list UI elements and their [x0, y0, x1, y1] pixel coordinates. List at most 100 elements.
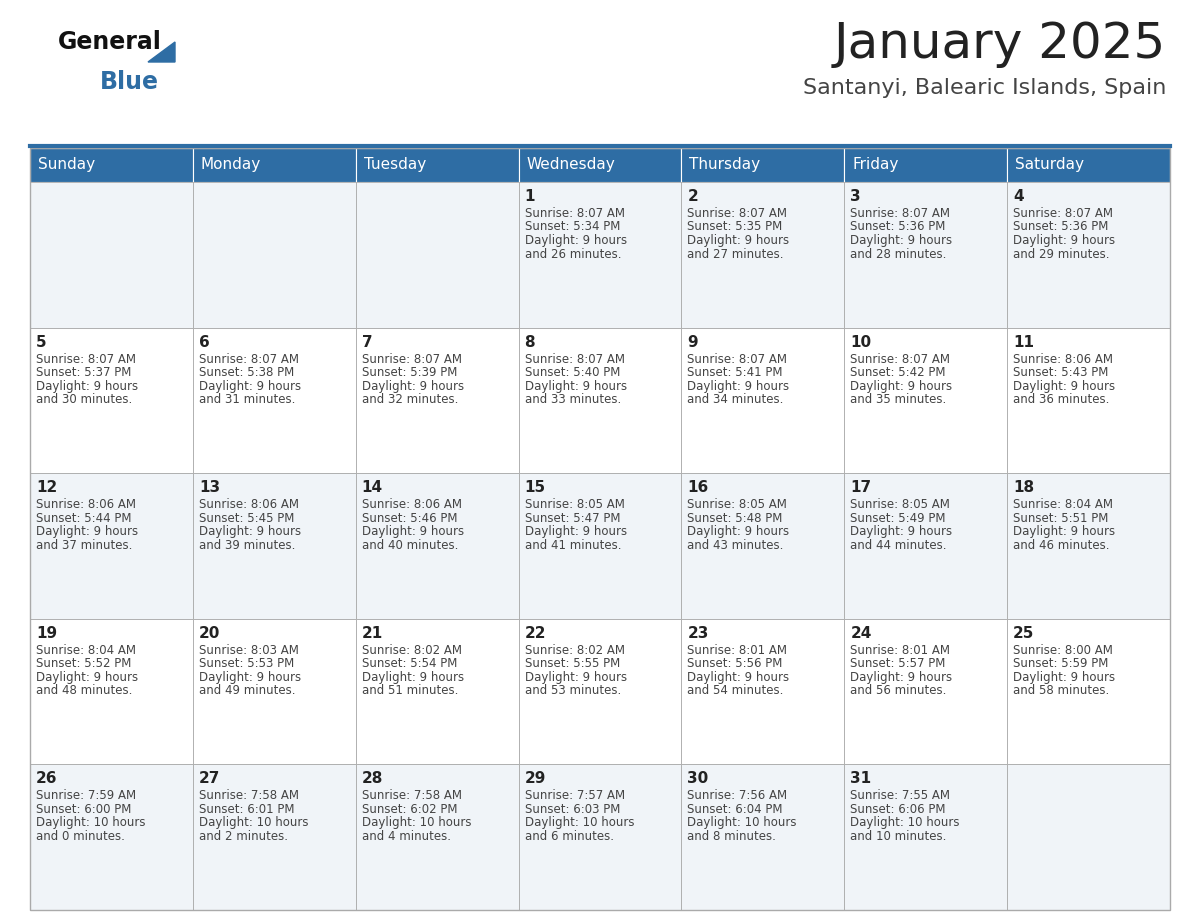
- Text: Sunrise: 8:07 AM: Sunrise: 8:07 AM: [361, 353, 462, 365]
- Text: and 58 minutes.: and 58 minutes.: [1013, 684, 1110, 698]
- Text: Daylight: 9 hours: Daylight: 9 hours: [688, 671, 790, 684]
- Text: and 0 minutes.: and 0 minutes.: [36, 830, 125, 843]
- Text: Santanyi, Balearic Islands, Spain: Santanyi, Balearic Islands, Spain: [803, 78, 1165, 98]
- Bar: [192, 765, 355, 910]
- Text: Sunset: 5:39 PM: Sunset: 5:39 PM: [361, 366, 457, 379]
- Text: and 6 minutes.: and 6 minutes.: [525, 830, 613, 843]
- Text: 26: 26: [36, 771, 57, 787]
- Text: and 40 minutes.: and 40 minutes.: [361, 539, 459, 552]
- Text: 10: 10: [851, 334, 872, 350]
- Text: 24: 24: [851, 626, 872, 641]
- Bar: [355, 148, 519, 182]
- Text: Daylight: 9 hours: Daylight: 9 hours: [361, 380, 463, 393]
- Bar: [355, 619, 519, 765]
- Text: Daylight: 9 hours: Daylight: 9 hours: [525, 380, 627, 393]
- Text: 13: 13: [198, 480, 220, 495]
- Bar: [845, 765, 1007, 910]
- Text: 7: 7: [361, 334, 372, 350]
- Text: Saturday: Saturday: [1015, 158, 1085, 173]
- Text: and 53 minutes.: and 53 minutes.: [525, 684, 621, 698]
- Text: Sunset: 6:04 PM: Sunset: 6:04 PM: [688, 803, 783, 816]
- Text: 6: 6: [198, 334, 209, 350]
- Polygon shape: [148, 42, 175, 62]
- Text: 18: 18: [1013, 480, 1035, 495]
- Text: 19: 19: [36, 626, 57, 641]
- Text: Sunrise: 8:07 AM: Sunrise: 8:07 AM: [525, 207, 625, 220]
- Text: Sunset: 6:00 PM: Sunset: 6:00 PM: [36, 803, 132, 816]
- Bar: [845, 148, 1007, 182]
- Text: and 10 minutes.: and 10 minutes.: [851, 830, 947, 843]
- Bar: [1007, 328, 1170, 473]
- Text: Sunrise: 8:02 AM: Sunrise: 8:02 AM: [525, 644, 625, 656]
- Text: and 44 minutes.: and 44 minutes.: [851, 539, 947, 552]
- Text: Daylight: 10 hours: Daylight: 10 hours: [851, 816, 960, 829]
- Bar: [192, 182, 355, 328]
- Bar: [30, 619, 192, 765]
- Text: 8: 8: [525, 334, 536, 350]
- Text: Friday: Friday: [852, 158, 898, 173]
- Text: Monday: Monday: [201, 158, 261, 173]
- Text: Sunrise: 8:07 AM: Sunrise: 8:07 AM: [36, 353, 135, 365]
- Text: Daylight: 9 hours: Daylight: 9 hours: [688, 525, 790, 538]
- Text: 5: 5: [36, 334, 46, 350]
- Bar: [30, 473, 192, 619]
- Text: Sunrise: 8:06 AM: Sunrise: 8:06 AM: [361, 498, 462, 511]
- Text: Daylight: 9 hours: Daylight: 9 hours: [1013, 671, 1116, 684]
- Bar: [30, 148, 1170, 910]
- Text: Sunset: 5:59 PM: Sunset: 5:59 PM: [1013, 657, 1108, 670]
- Text: and 31 minutes.: and 31 minutes.: [198, 393, 296, 406]
- Text: 12: 12: [36, 480, 57, 495]
- Text: 1: 1: [525, 189, 535, 204]
- Bar: [519, 148, 682, 182]
- Text: Daylight: 9 hours: Daylight: 9 hours: [1013, 380, 1116, 393]
- Bar: [519, 328, 682, 473]
- Text: Sunset: 5:34 PM: Sunset: 5:34 PM: [525, 220, 620, 233]
- Text: Daylight: 9 hours: Daylight: 9 hours: [851, 671, 953, 684]
- Bar: [192, 619, 355, 765]
- Text: Sunset: 5:36 PM: Sunset: 5:36 PM: [1013, 220, 1108, 233]
- Bar: [845, 473, 1007, 619]
- Text: Daylight: 10 hours: Daylight: 10 hours: [361, 816, 472, 829]
- Text: Sunset: 5:43 PM: Sunset: 5:43 PM: [1013, 366, 1108, 379]
- Text: 14: 14: [361, 480, 383, 495]
- Text: Sunset: 5:49 PM: Sunset: 5:49 PM: [851, 511, 946, 525]
- Text: Daylight: 9 hours: Daylight: 9 hours: [525, 525, 627, 538]
- Text: Daylight: 9 hours: Daylight: 9 hours: [36, 525, 138, 538]
- Bar: [682, 619, 845, 765]
- Text: 27: 27: [198, 771, 220, 787]
- Text: Daylight: 9 hours: Daylight: 9 hours: [525, 234, 627, 247]
- Text: Sunset: 5:37 PM: Sunset: 5:37 PM: [36, 366, 132, 379]
- Text: Daylight: 9 hours: Daylight: 9 hours: [688, 380, 790, 393]
- Text: Sunrise: 8:05 AM: Sunrise: 8:05 AM: [525, 498, 625, 511]
- Text: Sunrise: 7:56 AM: Sunrise: 7:56 AM: [688, 789, 788, 802]
- Bar: [519, 473, 682, 619]
- Text: Daylight: 9 hours: Daylight: 9 hours: [361, 671, 463, 684]
- Text: and 35 minutes.: and 35 minutes.: [851, 393, 947, 406]
- Bar: [192, 473, 355, 619]
- Bar: [1007, 619, 1170, 765]
- Bar: [355, 182, 519, 328]
- Text: 20: 20: [198, 626, 220, 641]
- Text: Sunset: 6:02 PM: Sunset: 6:02 PM: [361, 803, 457, 816]
- Text: Sunrise: 8:01 AM: Sunrise: 8:01 AM: [688, 644, 788, 656]
- Text: Daylight: 9 hours: Daylight: 9 hours: [361, 525, 463, 538]
- Text: Daylight: 9 hours: Daylight: 9 hours: [1013, 525, 1116, 538]
- Bar: [192, 148, 355, 182]
- Text: Sunrise: 8:07 AM: Sunrise: 8:07 AM: [851, 353, 950, 365]
- Text: and 29 minutes.: and 29 minutes.: [1013, 248, 1110, 261]
- Text: Daylight: 9 hours: Daylight: 9 hours: [198, 380, 301, 393]
- Text: Sunrise: 7:57 AM: Sunrise: 7:57 AM: [525, 789, 625, 802]
- Text: 31: 31: [851, 771, 872, 787]
- Bar: [355, 328, 519, 473]
- Text: Sunrise: 8:06 AM: Sunrise: 8:06 AM: [1013, 353, 1113, 365]
- Text: Wednesday: Wednesday: [526, 158, 615, 173]
- Text: Daylight: 9 hours: Daylight: 9 hours: [851, 525, 953, 538]
- Text: Sunrise: 8:04 AM: Sunrise: 8:04 AM: [1013, 498, 1113, 511]
- Text: Sunset: 6:03 PM: Sunset: 6:03 PM: [525, 803, 620, 816]
- Text: and 48 minutes.: and 48 minutes.: [36, 684, 132, 698]
- Text: 28: 28: [361, 771, 383, 787]
- Text: Sunrise: 7:58 AM: Sunrise: 7:58 AM: [361, 789, 462, 802]
- Text: Daylight: 9 hours: Daylight: 9 hours: [688, 234, 790, 247]
- Text: Sunrise: 7:58 AM: Sunrise: 7:58 AM: [198, 789, 299, 802]
- Bar: [1007, 182, 1170, 328]
